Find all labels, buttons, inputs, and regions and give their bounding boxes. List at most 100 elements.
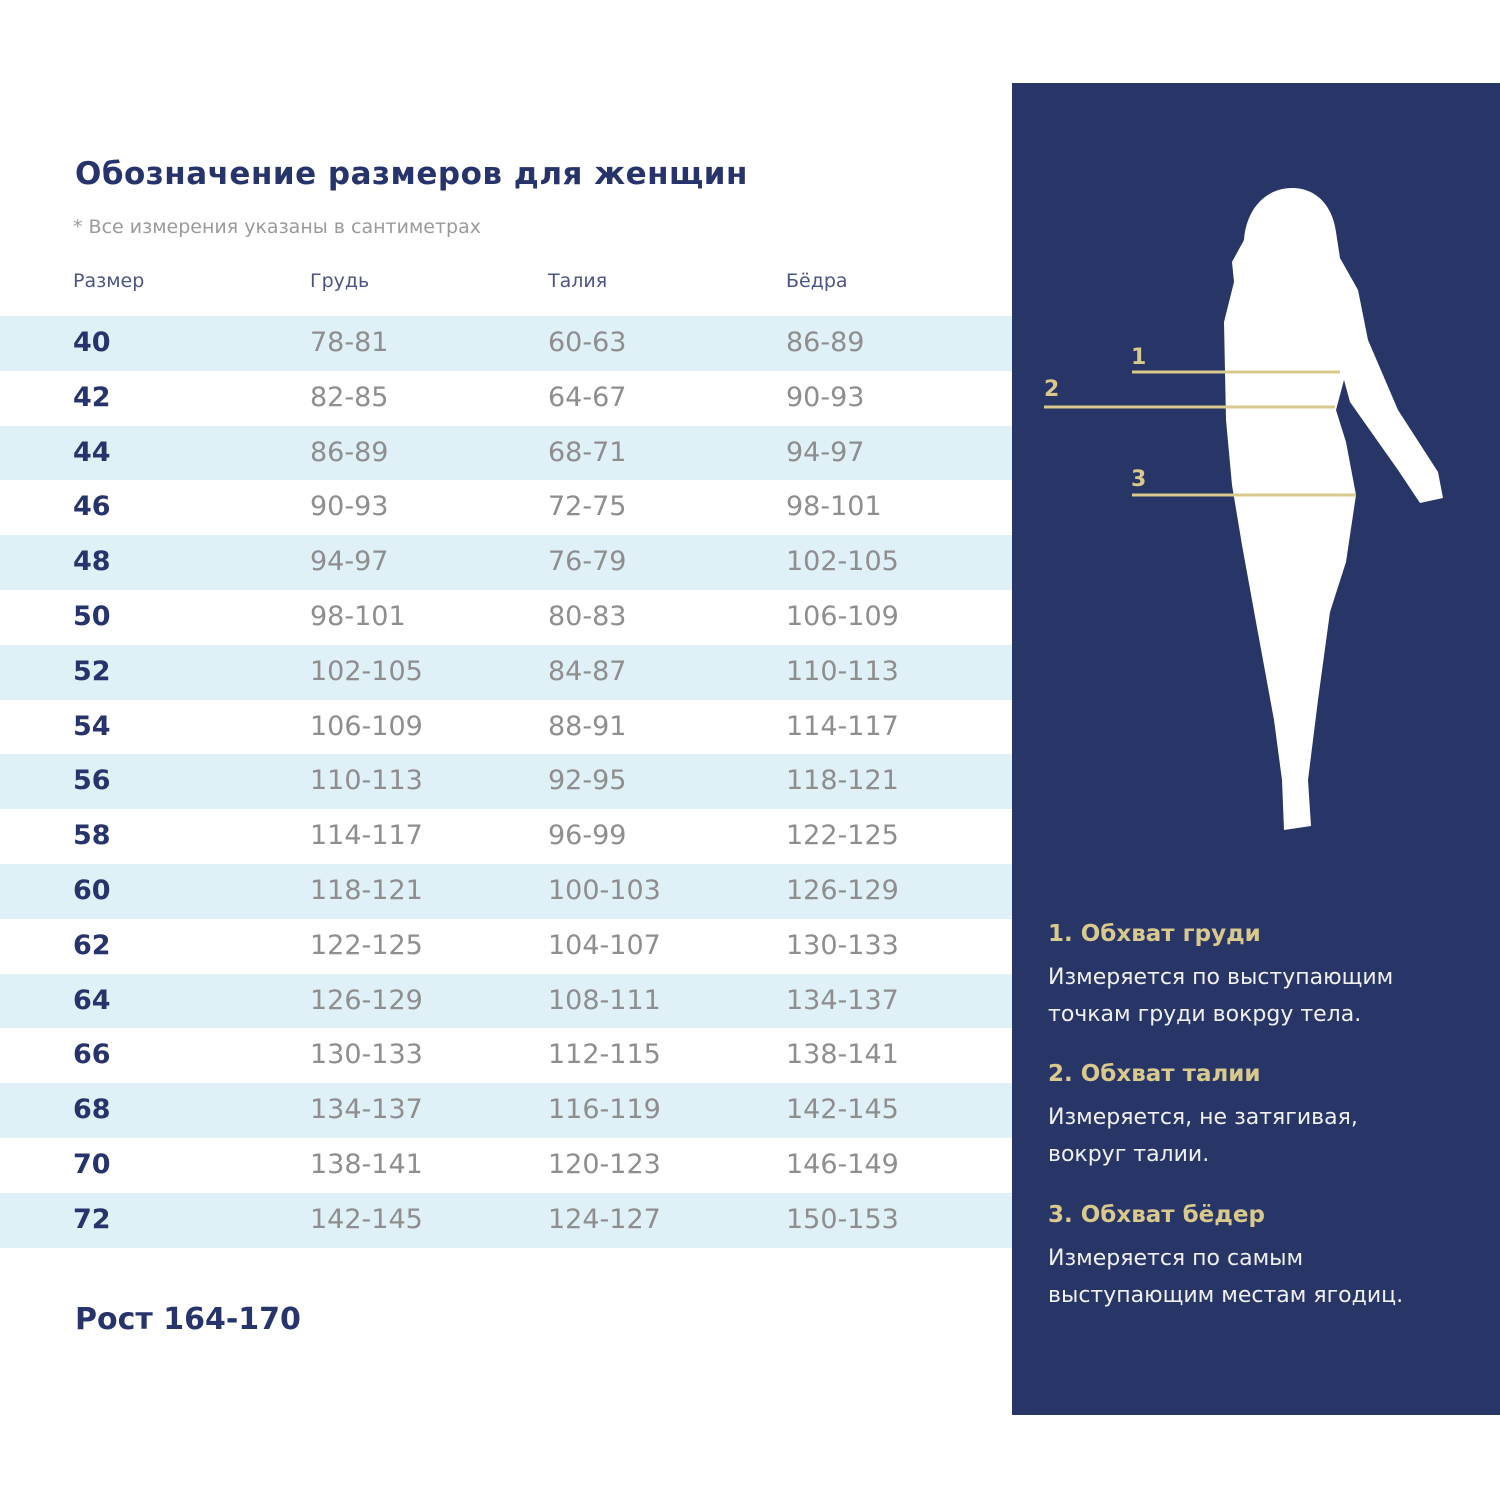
waist-cell: 68-71 — [548, 436, 627, 468]
hips-cell: 122-125 — [786, 820, 899, 852]
waist-text-1: Измеряется, не затягивая, — [1048, 1105, 1358, 1130]
hips-text-2: выступающим местам ягодиц. — [1048, 1283, 1404, 1308]
waist-cell: 124-127 — [548, 1203, 661, 1235]
chest-cell: 98-101 — [310, 600, 406, 632]
waist-text-2: вокруг талии. — [1048, 1142, 1210, 1167]
waist-cell: 120-123 — [548, 1148, 661, 1180]
chest-cell: 142-145 — [310, 1203, 423, 1235]
waist-cell: 72-75 — [548, 491, 627, 523]
size-cell: 40 — [73, 327, 111, 358]
header-waist: Талия — [548, 270, 608, 292]
units-note: * Все измерения указаны в сантиметрах — [73, 216, 481, 238]
table-row: 60 118-121 100-103 126-129 — [0, 863, 1012, 919]
hips-cell: 106-109 — [786, 600, 899, 632]
waist-cell: 88-91 — [548, 710, 627, 742]
size-cell: 48 — [73, 546, 111, 578]
hips-cell: 118-121 — [786, 765, 899, 797]
size-cell: 54 — [73, 710, 111, 742]
table-row: 44 86-89 68-71 94-97 — [0, 425, 1012, 481]
size-cell: 62 — [73, 929, 111, 961]
hips-cell: 86-89 — [786, 327, 865, 358]
table-row: 50 98-101 80-83 106-109 — [0, 590, 1012, 645]
size-cell: 56 — [73, 765, 111, 797]
hips-cell: 150-153 — [786, 1203, 899, 1235]
hips-title: 3. Обхват бёдер — [1048, 1202, 1265, 1228]
table-row: 46 90-93 72-75 98-101 — [0, 480, 1012, 535]
table-row: 52 102-105 84-87 110-113 — [0, 644, 1012, 700]
chest-cell: 110-113 — [310, 765, 423, 797]
size-cell: 68 — [73, 1094, 111, 1126]
chest-cell: 126-129 — [310, 984, 423, 1016]
table-row: 68 134-137 116-119 142-145 — [0, 1083, 1012, 1138]
waist-cell: 116-119 — [548, 1094, 661, 1126]
table-row: 70 138-141 120-123 146-149 — [0, 1138, 1012, 1193]
hips-cell: 110-113 — [786, 655, 899, 687]
table-row: 54 106-109 88-91 114-117 — [0, 700, 1012, 755]
chest-cell: 130-133 — [310, 1039, 423, 1071]
size-table: 40 78-81 60-63 86-89 42 82-85 64-67 90-93 44 86-8… — [0, 316, 1012, 1248]
waist-cell: 108-111 — [548, 984, 661, 1016]
hips-cell: 90-93 — [786, 381, 865, 413]
waist-cell: 84-87 — [548, 655, 627, 687]
height-label: Рост 164-170 — [75, 1302, 301, 1337]
chest-cell: 94-97 — [310, 546, 389, 578]
chest-cell: 86-89 — [310, 436, 389, 468]
waist-cell: 92-95 — [548, 765, 627, 797]
hips-cell: 102-105 — [786, 546, 899, 578]
chest-text-1: Измеряется по выступающим — [1048, 965, 1394, 990]
chest-cell: 118-121 — [310, 874, 423, 906]
waist-cell: 112-115 — [548, 1039, 661, 1071]
chest-cell: 122-125 — [310, 929, 423, 961]
chest-cell: 138-141 — [310, 1148, 423, 1180]
chest-title: 1. Обхват груди — [1048, 921, 1261, 947]
chest-description: 1. Обхват груди Измеряется по выступающи… — [1048, 921, 1393, 1033]
waist-title: 2. Обхват талии — [1048, 1061, 1261, 1087]
waist-cell: 96-99 — [548, 820, 627, 852]
chest-cell: 114-117 — [310, 820, 423, 852]
hips-cell: 130-133 — [786, 929, 899, 961]
chest-cell: 82-85 — [310, 381, 389, 413]
header-chest: Грудь — [310, 270, 370, 292]
page-title: Обозначение размеров для женщин — [75, 156, 748, 192]
size-cell: 60 — [73, 874, 111, 906]
waist-cell: 64-67 — [548, 381, 627, 413]
table-row: 40 78-81 60-63 86-89 — [0, 316, 1012, 371]
waist-cell: 60-63 — [548, 327, 627, 358]
table-row: 58 114-117 96-99 122-125 — [0, 809, 1012, 864]
size-cell: 70 — [73, 1148, 111, 1180]
table-header: Размер Грудь Талия Бёдра — [0, 270, 1012, 300]
chest-text-2: точкам груди вокрgу тела. — [1048, 1002, 1362, 1027]
hips-cell: 146-149 — [786, 1148, 899, 1180]
marker-3: 3 — [1131, 467, 1146, 492]
table-row: 62 122-125 104-107 130-133 — [0, 919, 1012, 974]
marker-2: 2 — [1044, 377, 1059, 402]
measurement-panel: 1 2 3 1. Обхват груди Измеряется по выст… — [1012, 83, 1500, 1415]
chest-cell: 134-137 — [310, 1094, 423, 1126]
header-hips: Бёдра — [786, 270, 848, 292]
size-cell: 52 — [73, 655, 111, 687]
hips-cell: 94-97 — [786, 436, 865, 468]
chest-cell: 102-105 — [310, 655, 423, 687]
hips-cell: 138-141 — [786, 1039, 899, 1071]
waist-cell: 100-103 — [548, 874, 661, 906]
table-row: 42 82-85 64-67 90-93 — [0, 371, 1012, 426]
waist-cell: 76-79 — [548, 546, 627, 578]
waist-cell: 104-107 — [548, 929, 661, 961]
size-cell: 64 — [73, 984, 111, 1016]
hips-cell: 142-145 — [786, 1094, 899, 1126]
size-cell: 72 — [73, 1203, 111, 1235]
table-row: 66 130-133 112-115 138-141 — [0, 1028, 1012, 1083]
table-row: 72 142-145 124-127 150-153 — [0, 1192, 1012, 1248]
size-cell: 42 — [73, 381, 111, 413]
hips-cell: 98-101 — [786, 491, 882, 523]
size-cell: 66 — [73, 1039, 111, 1071]
size-cell: 50 — [73, 600, 111, 632]
hips-cell: 114-117 — [786, 710, 899, 742]
body-silhouette: 1 2 3 — [1044, 188, 1443, 830]
size-cell: 46 — [73, 491, 111, 523]
waist-cell: 80-83 — [548, 600, 627, 632]
chest-cell: 78-81 — [310, 327, 389, 358]
table-row: 64 126-129 108-111 134-137 — [0, 973, 1012, 1029]
chest-cell: 106-109 — [310, 710, 423, 742]
header-size: Размер — [73, 270, 145, 292]
